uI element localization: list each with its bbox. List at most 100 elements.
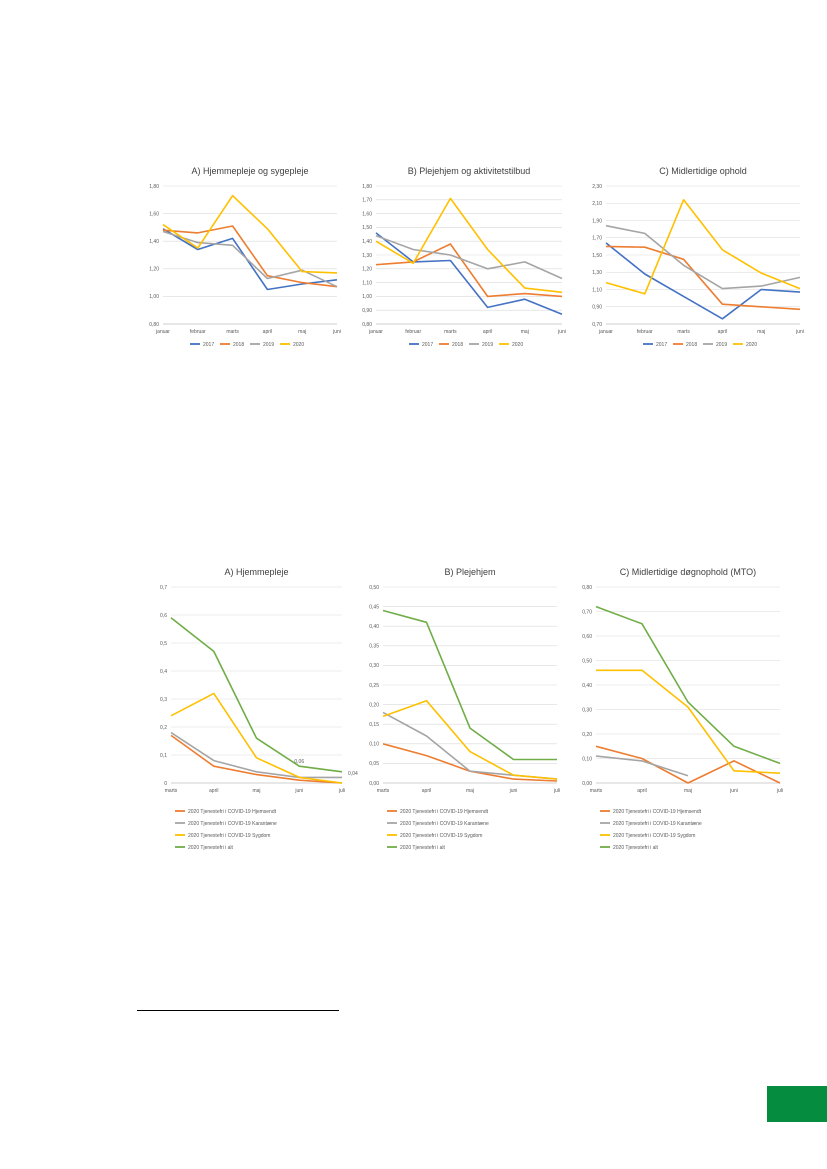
series-line-2020-tjenestefri-i-covid-19-hjemsendt bbox=[595, 745, 781, 784]
y-tick-label: 0,50 bbox=[369, 585, 379, 591]
legend-item: 2019 bbox=[250, 342, 274, 348]
y-tick-label: 1,30 bbox=[362, 253, 372, 259]
y-tick-label: 0,05 bbox=[369, 761, 379, 767]
y-tick-label: 0,6 bbox=[160, 613, 167, 619]
legend-label: 2017 bbox=[203, 342, 214, 348]
series-line-2020 bbox=[162, 194, 338, 274]
y-tick-label: 1,00 bbox=[362, 294, 372, 300]
legend-label: 2020 bbox=[746, 342, 757, 348]
x-tick-label: april bbox=[263, 329, 272, 335]
legend-label: 2020 Tjenestefri i COVID-19 Sygdom bbox=[613, 833, 695, 839]
legend-label: 2020 Tjenestefri i COVID-19 Sygdom bbox=[188, 833, 270, 839]
y-tick-label: 2,30 bbox=[592, 184, 602, 190]
x-tick-label: marts bbox=[677, 329, 690, 335]
data-label: 0,06 bbox=[294, 759, 304, 765]
x-tick-label: juli bbox=[776, 788, 783, 794]
legend-label: 2018 bbox=[233, 342, 244, 348]
legend-label: 2020 Tjenestefri i alt bbox=[188, 845, 234, 851]
x-tick-label: maj bbox=[466, 788, 474, 794]
y-tick-label: 1,20 bbox=[362, 267, 372, 273]
x-tick-label: maj bbox=[684, 788, 692, 794]
legend-item: 2020 Tjenestefri i COVID-19 Sygdom bbox=[387, 833, 482, 839]
x-tick-label: februar bbox=[405, 329, 421, 335]
y-tick-label: 1,30 bbox=[592, 270, 602, 276]
y-tick-label: 0,70 bbox=[592, 322, 602, 328]
x-tick-label: juni bbox=[332, 329, 341, 335]
x-tick-label: april bbox=[637, 788, 646, 794]
y-tick-label: 0,00 bbox=[369, 781, 379, 787]
legend-item: 2020 Tjenestefri i COVID-19 Karantæne bbox=[175, 821, 277, 827]
x-tick-label: januar bbox=[368, 329, 383, 335]
legend-label: 2017 bbox=[656, 342, 667, 348]
y-tick-label: 1,60 bbox=[362, 211, 372, 217]
legend-label: 2020 Tjenestefri i COVID-19 Karantæne bbox=[400, 821, 489, 827]
series-line-2020-tjenestefri-i-covid-19-hjemsendt bbox=[170, 734, 343, 784]
legend-label: 2018 bbox=[686, 342, 697, 348]
legend-item: 2020 Tjenestefri i COVID-19 Sygdom bbox=[600, 833, 695, 839]
legend-item: 2019 bbox=[469, 342, 493, 348]
y-tick-label: 0,4 bbox=[160, 669, 167, 675]
y-tick-label: 0,10 bbox=[582, 756, 592, 762]
x-tick-label: juni bbox=[509, 788, 518, 794]
y-tick-label: 0,80 bbox=[149, 322, 159, 328]
legend-item: 2017 bbox=[643, 342, 667, 348]
series-line-2020-tjenestefri-i-covid-19-sygdom bbox=[170, 692, 343, 784]
x-tick-label: januar bbox=[155, 329, 170, 335]
x-tick-label: juni bbox=[729, 788, 738, 794]
legend-item: 2020 Tjenestefri i alt bbox=[175, 845, 234, 851]
y-tick-label: 1,10 bbox=[362, 280, 372, 286]
legend-item: 2018 bbox=[673, 342, 697, 348]
y-tick-label: 1,40 bbox=[362, 239, 372, 245]
legend-label: 2020 bbox=[512, 342, 523, 348]
y-tick-label: 2,10 bbox=[592, 201, 602, 207]
legend-item: 2020 bbox=[733, 342, 757, 348]
legend-item: 2020 Tjenestefri i COVID-19 Hjemsendt bbox=[175, 809, 277, 815]
series-line-2020-tjenestefri-i-covid-19-hjemsendt bbox=[382, 743, 558, 782]
page-number-badge bbox=[767, 1086, 827, 1122]
series-line-2017 bbox=[375, 232, 563, 316]
y-tick-label: 0,80 bbox=[582, 585, 592, 591]
x-tick-label: maj bbox=[298, 329, 306, 335]
y-tick-label: 1,20 bbox=[149, 267, 159, 273]
legend-label: 2020 Tjenestefri i COVID-19 Karantæne bbox=[613, 821, 702, 827]
y-tick-label: 1,50 bbox=[362, 225, 372, 231]
series-line-2020 bbox=[375, 197, 563, 294]
x-tick-label: april bbox=[718, 329, 727, 335]
x-tick-label: juni bbox=[795, 329, 804, 335]
series-line-2018 bbox=[605, 245, 801, 311]
legend-label: 2020 Tjenestefri i COVID-19 Karantæne bbox=[188, 821, 277, 827]
series-line-2020-tjenestefri-i-alt bbox=[595, 605, 781, 765]
chart-b-top: B) Plejehjem og aktivitetstilbud 0,80 0,90… bbox=[362, 166, 566, 348]
series-line-2020-tjenestefri-i-covid-19-karant-ne bbox=[382, 711, 558, 780]
x-tick-label: marts bbox=[165, 788, 178, 794]
y-tick-label: 1,70 bbox=[592, 236, 602, 242]
series-line-2018 bbox=[375, 243, 563, 298]
legend-label: 2020 bbox=[293, 342, 304, 348]
legend-item: 2017 bbox=[190, 342, 214, 348]
x-tick-label: april bbox=[209, 788, 218, 794]
x-tick-label: januar bbox=[598, 329, 613, 335]
y-tick-label: 1,80 bbox=[149, 184, 159, 190]
chart-title: B) Plejehjem bbox=[444, 567, 495, 577]
y-tick-label: 0,40 bbox=[369, 624, 379, 630]
chart-c-top: C) Midlertidige ophold 0,70 0,90 1,10 1,30 1,… bbox=[592, 166, 804, 348]
y-tick-label: 0,2 bbox=[160, 725, 167, 731]
legend-label: 2019 bbox=[263, 342, 274, 348]
chart-title: B) Plejehjem og aktivitetstilbud bbox=[408, 166, 531, 176]
x-tick-label: marts bbox=[226, 329, 239, 335]
y-tick-label: 0,5 bbox=[160, 641, 167, 647]
y-tick-label: 0,00 bbox=[582, 781, 592, 787]
series-line-2019 bbox=[605, 224, 801, 290]
chart-title: C) Midlertidige døgnophold (MTO) bbox=[620, 567, 756, 577]
y-tick-label: 0,30 bbox=[582, 707, 592, 713]
y-tick-label: 0,25 bbox=[369, 683, 379, 689]
y-tick-label: 0,80 bbox=[362, 322, 372, 328]
legend-item: 2020 Tjenestefri i COVID-19 Sygdom bbox=[175, 833, 270, 839]
legend-item: 2018 bbox=[439, 342, 463, 348]
x-tick-label: februar bbox=[637, 329, 653, 335]
y-tick-label: 0,1 bbox=[160, 753, 167, 759]
series-line-2020-tjenestefri-i-alt bbox=[382, 609, 557, 761]
x-tick-label: marts bbox=[444, 329, 457, 335]
legend-item: 2020 bbox=[280, 342, 304, 348]
series-line-2020-tjenestefri-i-alt bbox=[170, 617, 343, 773]
